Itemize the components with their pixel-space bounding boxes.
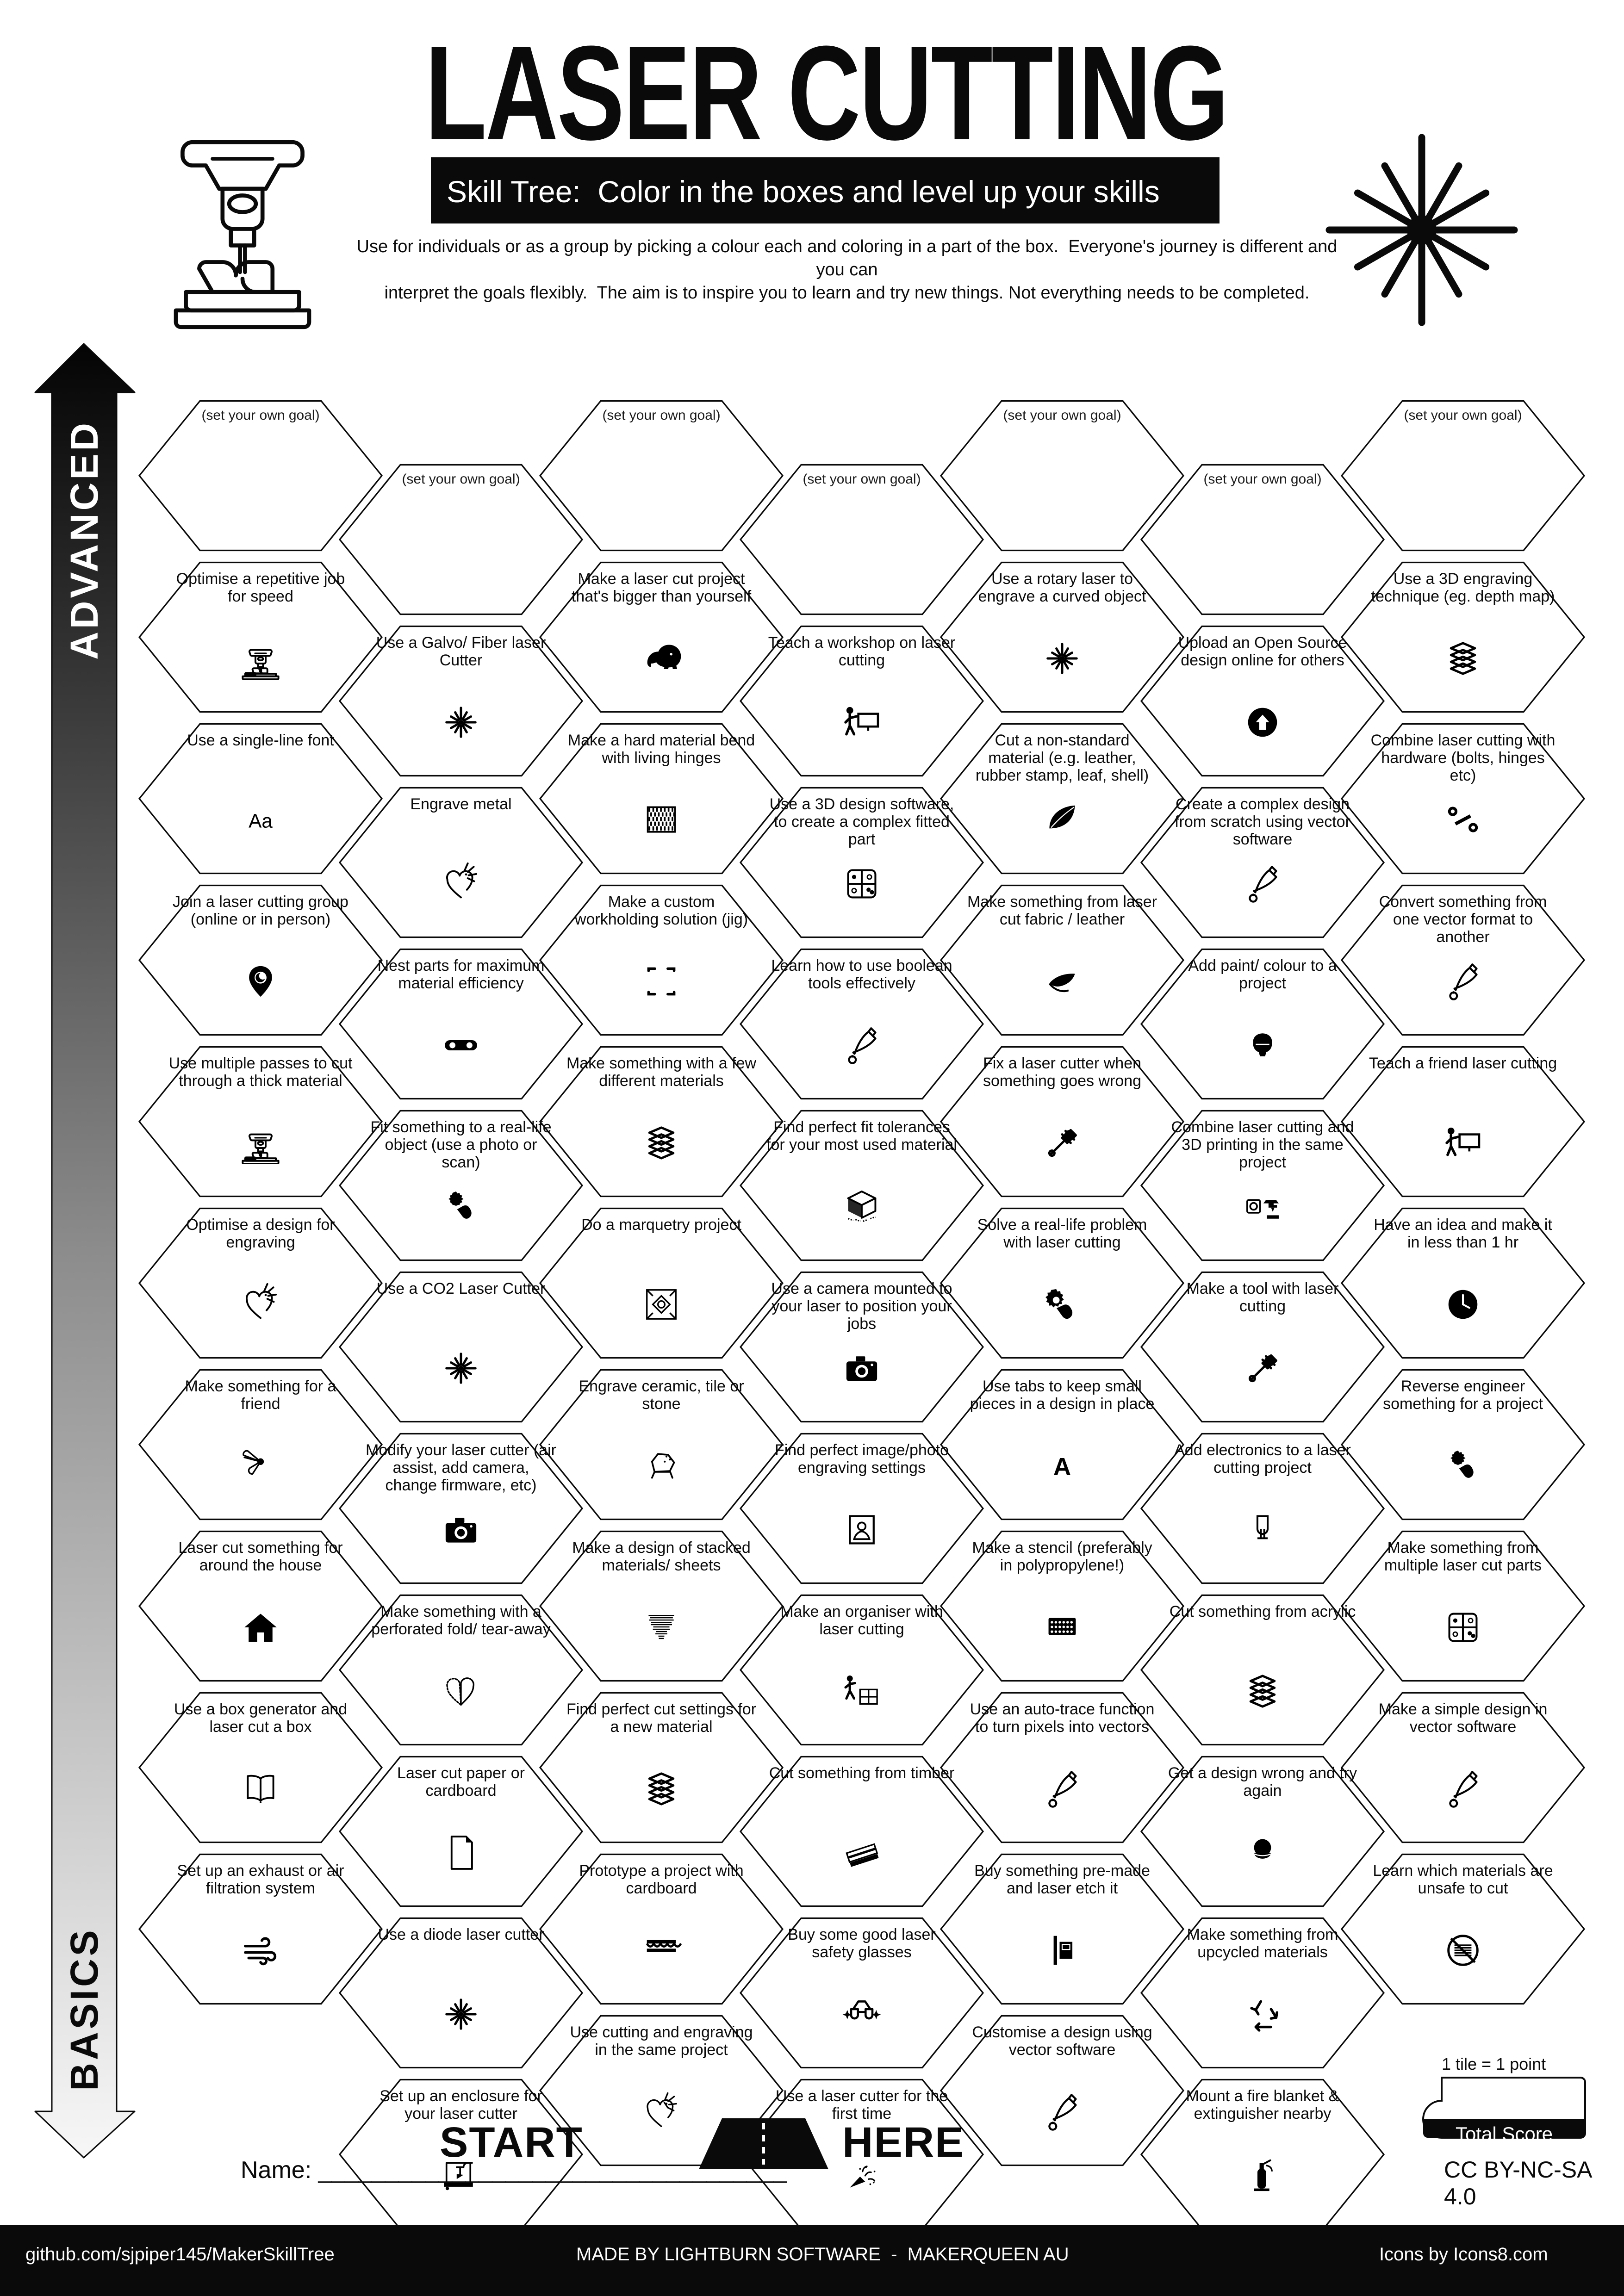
svg-text:A: A [1053,1453,1071,1481]
svg-text:Aa: Aa [249,810,273,832]
